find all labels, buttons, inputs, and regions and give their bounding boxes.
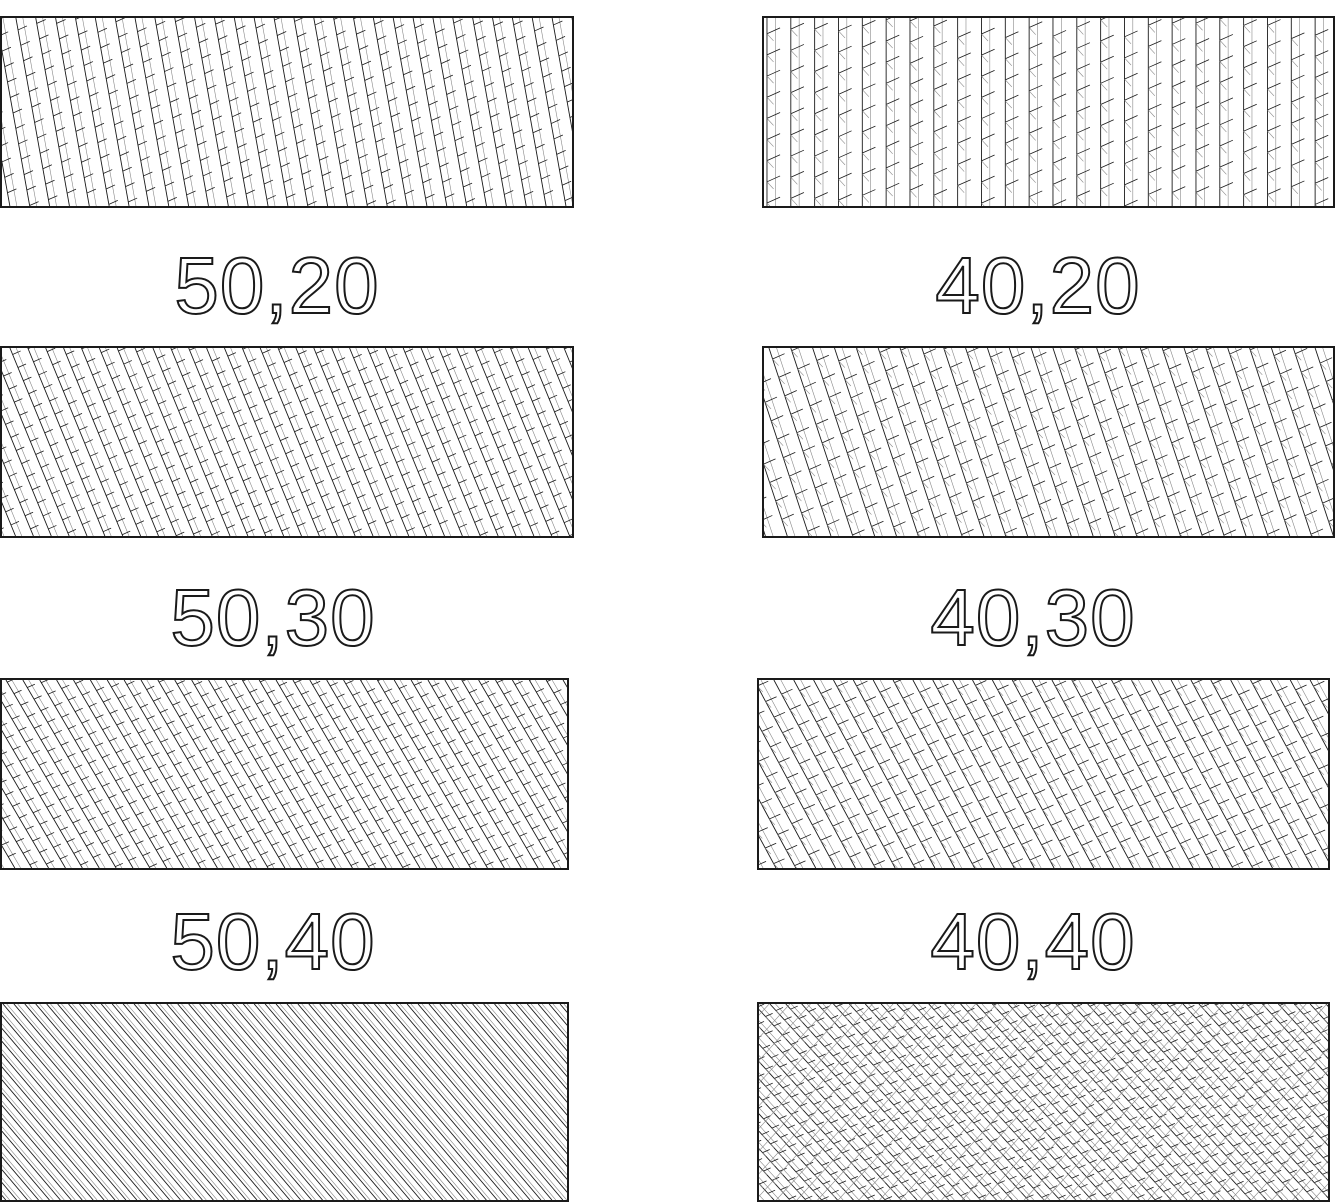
pattern-label-right-1: 40,20 — [828, 246, 1248, 326]
pattern-label-left-2: 50,30 — [63, 578, 483, 658]
pattern-panel-left-2 — [0, 346, 574, 538]
pattern-panel-right-4 — [757, 1002, 1330, 1202]
pattern-canvas — [2, 348, 572, 536]
pattern-panel-right-2 — [762, 346, 1335, 538]
pattern-canvas — [2, 18, 572, 206]
pattern-panel-right-3 — [757, 678, 1330, 870]
pattern-panel-left-1 — [0, 16, 574, 208]
pattern-label-right-3: 40,40 — [823, 902, 1243, 982]
pattern-canvas — [2, 1004, 567, 1200]
pattern-label-left-1: 50,20 — [67, 246, 487, 326]
pattern-canvas — [764, 18, 1333, 206]
pattern-canvas — [764, 348, 1333, 536]
pattern-canvas — [2, 680, 567, 868]
pattern-panel-right-1 — [762, 16, 1335, 208]
pattern-panel-left-3 — [0, 678, 569, 870]
pattern-canvas — [759, 680, 1328, 868]
pattern-label-left-3: 50,40 — [63, 902, 483, 982]
pattern-panel-left-4 — [0, 1002, 569, 1202]
pattern-label-right-2: 40,30 — [823, 578, 1243, 658]
pattern-canvas — [759, 1004, 1328, 1200]
